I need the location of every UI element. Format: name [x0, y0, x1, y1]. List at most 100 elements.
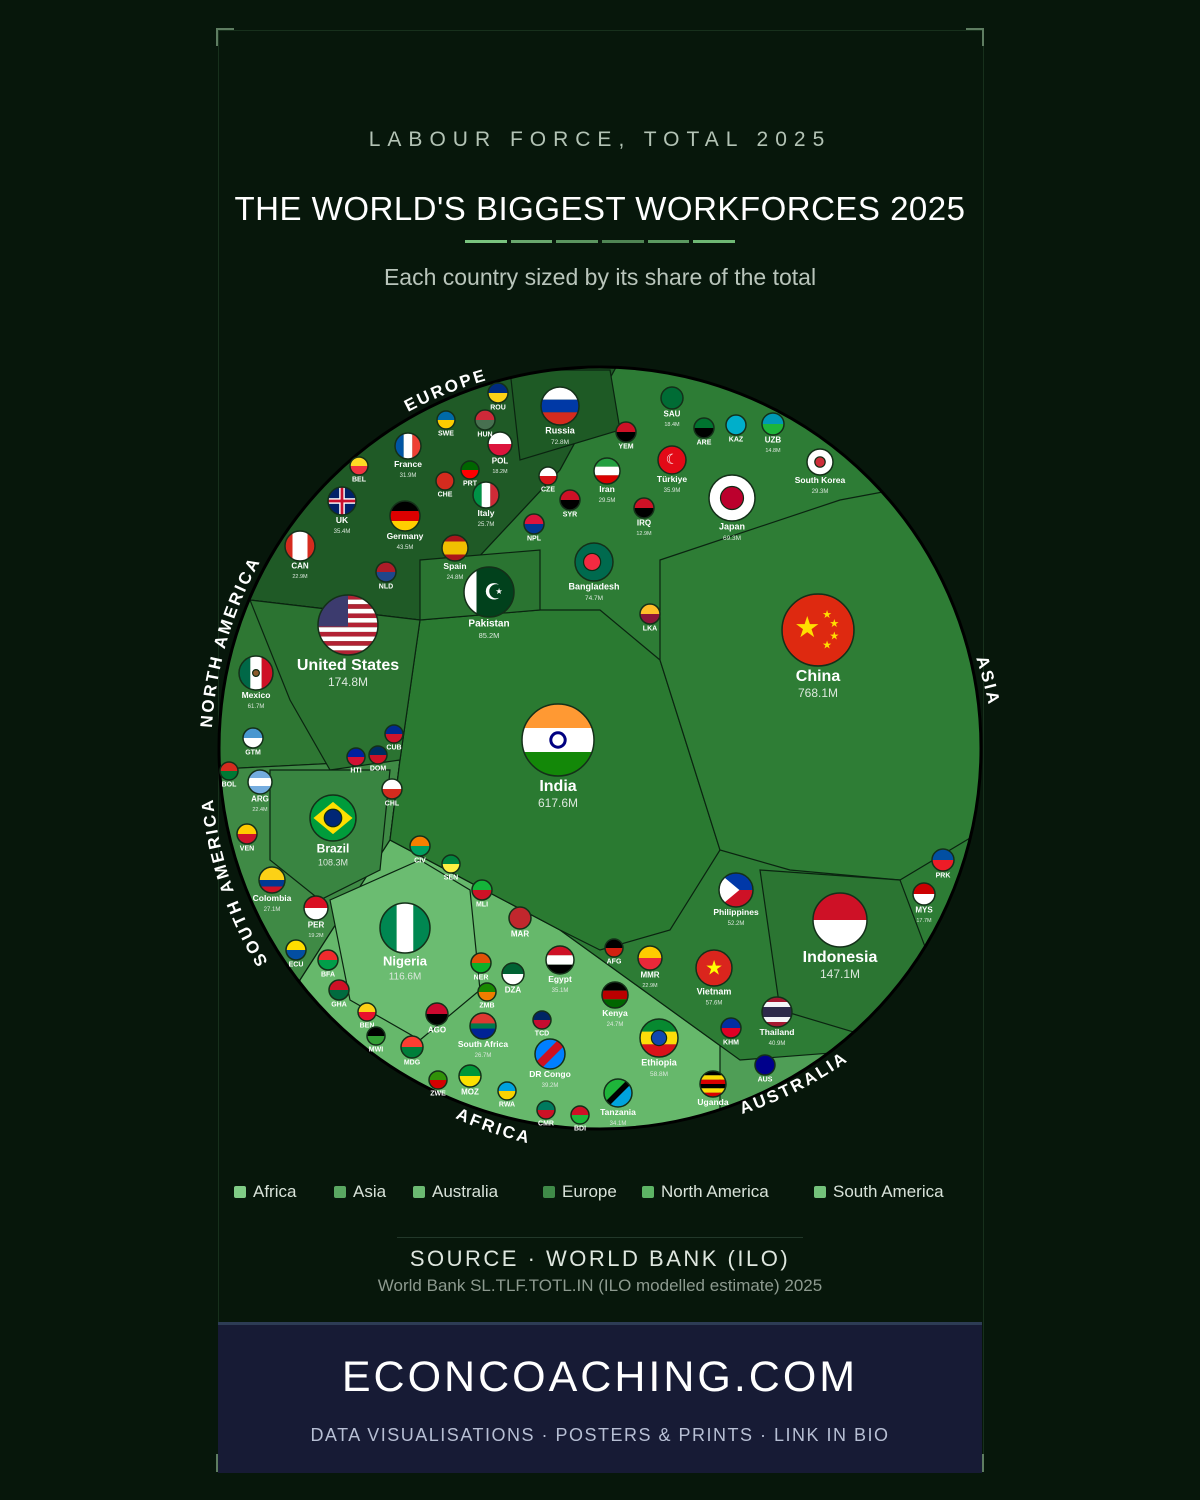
- country-mark-philippines: Philippines 52.2M: [713, 872, 759, 927]
- sweden-flag-icon: [437, 411, 455, 429]
- kicker: LABOUR FORCE, TOTAL 2025: [368, 128, 832, 151]
- flag-ring: [639, 1018, 679, 1058]
- country-mark-lka: LKA: [639, 603, 661, 633]
- country-mark-can: CAN 22.9M: [284, 530, 316, 580]
- country-value: 61.7M: [248, 704, 265, 710]
- ecuador-flag-icon: [286, 940, 306, 960]
- country-value: 29.3M: [812, 489, 829, 495]
- flag-ring: [720, 1017, 742, 1039]
- flag-ring: [538, 466, 558, 486]
- country-label: Mexico: [242, 690, 271, 700]
- legend-item-asia: Asia: [334, 1182, 386, 1202]
- bangladesh-flag-icon: [575, 543, 613, 581]
- rwanda-flag-icon: [498, 1082, 516, 1100]
- flag-ring: [309, 794, 357, 842]
- poland-flag-icon: [488, 432, 512, 456]
- flag-ring: [523, 513, 545, 535]
- flag-ring: [460, 460, 480, 480]
- country-label: South Korea: [795, 475, 846, 485]
- iran-flag-icon: [594, 458, 620, 484]
- country-mark-prk: PRK: [931, 848, 955, 880]
- guatemala-flag-icon: [243, 728, 263, 748]
- flag-ring: [754, 1054, 776, 1076]
- ethiopia-flag-emblem: [650, 1029, 668, 1047]
- country-value: 85.2M: [479, 631, 500, 640]
- country-mark-ago: AGO: [425, 1002, 449, 1035]
- flag-ring: [428, 1070, 448, 1090]
- country-mark-gtm: GTM: [242, 727, 264, 757]
- malawi-flag-icon: [367, 1027, 385, 1045]
- country-label: AFG: [607, 959, 622, 966]
- country-mark-bangladesh: Bangladesh 74.7M: [568, 542, 620, 602]
- country-mark-bol: BOL: [219, 761, 239, 789]
- flag-ring: [604, 938, 624, 958]
- flag-ring: [559, 489, 581, 511]
- brand-link[interactable]: ECONCOACHING.COM: [341, 1353, 859, 1401]
- country-mark-cub: CUB: [384, 724, 404, 752]
- flag-ring: [812, 892, 868, 948]
- brazil-flag-icon: [310, 795, 356, 841]
- legend-item-africa: Africa: [234, 1182, 296, 1202]
- flag-ring: [379, 902, 431, 954]
- flag-ring: [708, 474, 756, 522]
- cambodia-flag-icon: [721, 1018, 741, 1038]
- country-label: SYR: [563, 512, 577, 519]
- country-mark-bfa: BFA: [317, 949, 339, 979]
- chad-flag-icon: [533, 1011, 551, 1029]
- flag-ring: [435, 471, 455, 491]
- country-value: 43.5M: [397, 545, 414, 551]
- cameroon-flag-icon: [537, 1101, 555, 1119]
- country-mark-kenya: Kenya 24.7M: [601, 981, 629, 1028]
- country-label: Germany: [387, 531, 424, 541]
- dominican-flag-icon: [369, 746, 387, 764]
- country-value: 39.2M: [542, 1083, 559, 1089]
- country-value: 147.1M: [820, 967, 860, 981]
- flag-ring: [357, 1002, 377, 1022]
- zambia-flag-icon: [478, 983, 496, 1001]
- kazakhstan-flag-icon: [726, 415, 746, 435]
- country-label: South Africa: [458, 1039, 508, 1049]
- italy-flag-icon: [473, 482, 499, 508]
- country-mark-yem: YEM: [615, 421, 637, 451]
- flag-ring: [487, 382, 509, 404]
- flag-ring: [236, 823, 258, 845]
- country-mark-civ: CIV: [409, 835, 431, 865]
- flag-ring: [375, 561, 397, 583]
- flag-ring: [536, 1100, 556, 1120]
- country-mark-mys: MYS 17.7M: [912, 882, 936, 924]
- country-mark-per: PER 19.2M: [303, 895, 329, 939]
- uganda-flag-icon: [700, 1071, 726, 1097]
- country-label: Vietnam: [697, 987, 732, 997]
- country-label: BFA: [321, 972, 335, 979]
- country-label: Spain: [443, 561, 466, 571]
- japan-flag-disc: [719, 485, 745, 511]
- china-flag-star: ★: [822, 609, 832, 621]
- flag-ring: [695, 949, 733, 987]
- china-flag-bg: [782, 594, 854, 666]
- country-mark-arg: ARG 22.4M: [247, 769, 273, 813]
- country-label: BEN: [360, 1023, 375, 1030]
- nigeria-flag-icon: [380, 903, 430, 953]
- country-value: 72.8M: [551, 439, 569, 446]
- title-rule-segment: [556, 240, 599, 243]
- flag-ring: [472, 481, 500, 509]
- flag-ring: [463, 566, 515, 618]
- country-mark-npl: NPL: [523, 513, 545, 543]
- country-mark-che: CHE: [435, 471, 455, 499]
- country-label: DOM: [370, 766, 387, 773]
- country-value: 12.9M: [636, 531, 652, 537]
- country-label: MMR: [640, 971, 659, 980]
- flag-ring: [521, 703, 595, 777]
- country-label: NPL: [527, 536, 542, 543]
- country-mark-chl: CHL: [381, 778, 403, 808]
- country-mark-nigeria: Nigeria 116.6M: [379, 902, 431, 982]
- flag-ring: [441, 534, 469, 562]
- country-mark-pol: POL 18.2M: [487, 431, 513, 475]
- country-mark-rou: ROU: [487, 382, 509, 412]
- country-value: 35.4M: [334, 529, 351, 535]
- flag-ring: [458, 1064, 482, 1088]
- country-label: Nigeria: [383, 953, 428, 968]
- title-rule-segment: [510, 240, 553, 243]
- switzerland-flag-icon: [436, 472, 454, 490]
- vietnam-flag-icon: ★: [696, 950, 732, 986]
